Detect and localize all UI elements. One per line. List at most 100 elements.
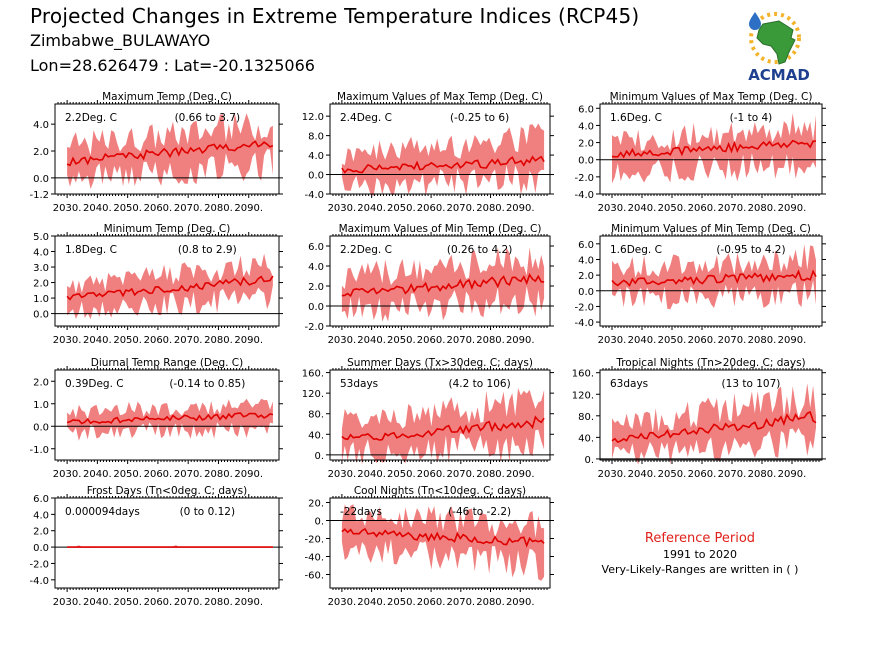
chart-title: Maximum Temp (Deg. C): [102, 91, 232, 103]
x-tick-label: 2050.: [113, 203, 142, 214]
median-line: [611, 269, 817, 287]
x-tick-label: 2040.: [357, 335, 386, 346]
x-tick-label: 2050.: [387, 469, 416, 480]
x-tick-label: 2090.: [506, 597, 535, 608]
x-tick-label: 2040.: [357, 597, 386, 608]
y-tick-label: 2.0: [578, 139, 594, 150]
median-line: [66, 140, 274, 167]
y-tick-label: 6.0: [308, 242, 324, 253]
y-tick-label: 8.0: [308, 132, 324, 143]
median-value-label: 63days: [610, 378, 648, 390]
x-tick-label: 2070.: [446, 469, 475, 480]
chart-panel: -4.0 -2.0 0.0 2.0 4.0 6.0 2030. 2040. 2050. 2060.…: [29, 485, 283, 608]
x-tick-label: 2090.: [234, 335, 263, 346]
x-tick-label: 2040.: [83, 597, 112, 608]
y-tick-label: 5.0: [33, 232, 49, 243]
chart-title: Tropical Nights (Tn>20deg. C; days): [615, 357, 805, 369]
range-band: [341, 247, 545, 322]
y-tick-label: 0.0: [308, 302, 324, 313]
x-tick-label: 2040.: [628, 469, 657, 480]
location-label: Zimbabwe_BULAWAYO: [30, 31, 211, 50]
median-value-label: 1.6Deg. C: [610, 244, 662, 256]
x-tick-label: 2070.: [174, 203, 203, 214]
x-tick-label: 2070.: [174, 335, 203, 346]
x-tick-label: 2090.: [234, 469, 263, 480]
median-line: [341, 415, 545, 441]
y-tick-label: 1.0: [33, 400, 49, 411]
acmad-logo: ACMAD: [748, 12, 810, 84]
y-tick-label: -2.0: [574, 302, 594, 313]
chart-panel: -4.0 0.0 4.0 8.0 12.0 2030. 2040. 2050. 2060. 207…: [302, 91, 554, 214]
x-tick-label: 2090.: [506, 203, 535, 214]
median-value-label: 1.8Deg. C: [65, 244, 117, 256]
x-tick-label: 2090.: [506, 335, 535, 346]
x-tick-label: 2030.: [598, 469, 627, 480]
y-tick-label: 0.0: [308, 171, 324, 182]
x-tick-label: 2070.: [174, 469, 203, 480]
x-tick-label: 2090.: [778, 335, 807, 346]
median-value-label: 0.39Deg. C: [65, 378, 124, 390]
x-tick-label: 2060.: [144, 203, 173, 214]
x-tick-label: 2030.: [598, 203, 627, 214]
y-tick-label: 2.0: [33, 279, 49, 290]
y-tick-label: 120.: [572, 390, 594, 401]
x-tick-label: 2060.: [144, 597, 173, 608]
y-tick-label: 4.0: [578, 121, 594, 132]
y-tick-label: 0.0: [578, 287, 594, 298]
x-tick-label: 2070.: [718, 335, 747, 346]
y-tick-label: -2.0: [29, 559, 49, 570]
median-value-label: 2.2Deg. C: [340, 244, 392, 256]
x-tick-label: 2040.: [83, 203, 112, 214]
y-tick-label: -20.: [304, 535, 324, 546]
x-tick-label: 2060.: [688, 469, 717, 480]
reference-period-note: Very-Likely-Ranges are written in ( ): [601, 563, 799, 576]
y-tick-label: -40.: [304, 553, 324, 564]
very-likely-range-label: (-0.25 to 6): [450, 112, 509, 124]
x-tick-label: 2080.: [748, 335, 777, 346]
y-tick-label: 40.: [308, 430, 324, 441]
x-tick-label: 2080.: [476, 203, 505, 214]
y-tick-label: 80.: [578, 412, 594, 423]
x-tick-label: 2060.: [417, 597, 446, 608]
x-tick-label: 2050.: [387, 203, 416, 214]
water-drop-icon: [749, 12, 761, 30]
x-tick-label: 2080.: [476, 597, 505, 608]
y-tick-label: 4.0: [33, 510, 49, 521]
x-tick-label: 2030.: [598, 335, 627, 346]
y-tick-label: 0.0: [33, 310, 49, 321]
very-likely-range-label: (-0.14 to 0.85): [169, 378, 245, 390]
x-tick-label: 2090.: [778, 469, 807, 480]
x-tick-label: 2080.: [476, 469, 505, 480]
very-likely-range-label: (4.2 to 106): [449, 378, 511, 390]
x-tick-label: 2080.: [748, 203, 777, 214]
x-tick-label: 2070.: [446, 203, 475, 214]
x-tick-label: 2060.: [144, 335, 173, 346]
very-likely-range-label: (-46 to -2.2): [448, 506, 511, 518]
chart-panel: -4.0 -2.0 0.0 2.0 4.0 6.0 2030. 2040. 2050. 2060.…: [574, 91, 826, 214]
very-likely-range-label: (13 to 107): [722, 378, 781, 390]
x-tick-label: 2030.: [53, 469, 82, 480]
y-tick-label: 4.0: [308, 151, 324, 162]
range-band: [67, 113, 273, 189]
x-tick-label: 2070.: [718, 469, 747, 480]
y-tick-label: 3.0: [33, 263, 49, 274]
x-tick-label: 2030.: [53, 597, 82, 608]
median-value-label: 0.000094days: [65, 506, 140, 518]
very-likely-range-label: (0 to 0.12): [180, 506, 235, 518]
y-tick-label: 0.: [314, 517, 324, 528]
y-tick-label: 2.0: [33, 527, 49, 538]
y-tick-label: 0.0: [33, 543, 49, 554]
x-tick-label: 2060.: [144, 469, 173, 480]
range-band: [341, 504, 545, 581]
chart-title: Maximum Values of Max Temp (Deg. C): [337, 91, 543, 103]
range-band: [341, 388, 545, 465]
very-likely-range-label: (0.66 to 3.7): [175, 112, 241, 124]
y-tick-label: 0.0: [578, 156, 594, 167]
page-title: Projected Changes in Extreme Temperature…: [30, 4, 640, 28]
chart-panel: -60. -40. -20. 0. 20. 2030. 2040. 2050. 2060. 207…: [304, 485, 554, 608]
median-value-label: -22days: [340, 506, 382, 518]
x-tick-label: 2050.: [113, 335, 142, 346]
x-tick-label: 2060.: [417, 469, 446, 480]
